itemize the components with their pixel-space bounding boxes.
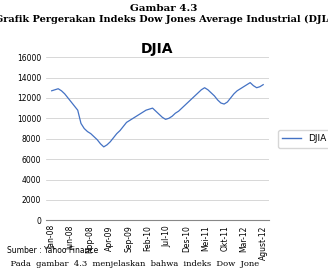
Title: DJIA: DJIA [141, 42, 174, 56]
Text: Gambar 4.3: Gambar 4.3 [130, 4, 198, 13]
Text: Grafik Pergerakan Indeks Dow Jones Average Industrial (DJIA: Grafik Pergerakan Indeks Dow Jones Avera… [0, 15, 328, 24]
Text: Pada  gambar  4.3  menjelaskan  bahwa  indeks  Dow  Jone: Pada gambar 4.3 menjelaskan bahwa indeks… [0, 260, 259, 268]
Legend: DJIA: DJIA [278, 130, 328, 148]
Text: Sumber : Yahoo Finance: Sumber : Yahoo Finance [7, 246, 98, 255]
